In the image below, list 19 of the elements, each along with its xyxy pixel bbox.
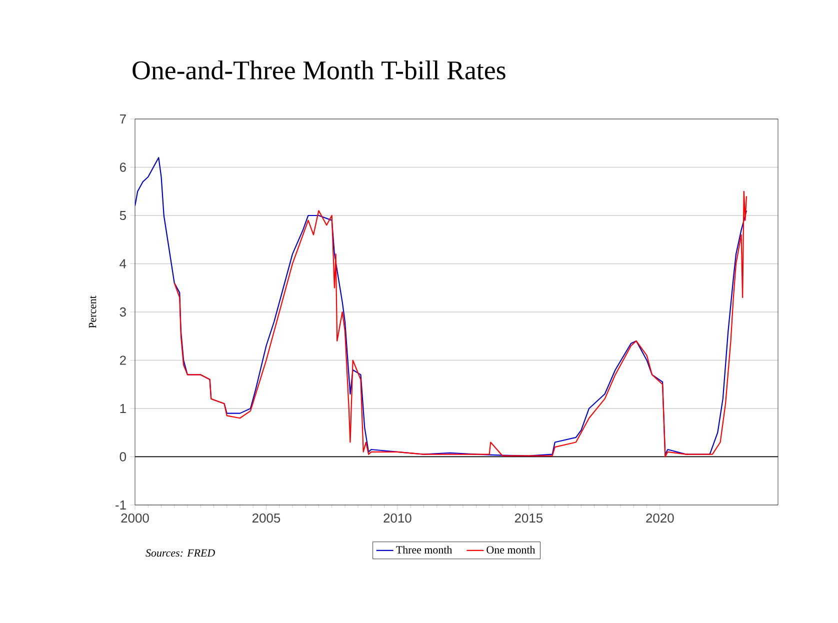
y-tick-label: 5 bbox=[120, 210, 126, 220]
legend-label: Three month bbox=[396, 546, 452, 554]
y-axis-title: Percent bbox=[88, 296, 96, 328]
x-tick-label: 2010 bbox=[384, 513, 412, 523]
legend-label: One month bbox=[486, 546, 536, 554]
y-tick-label: 7 bbox=[120, 114, 126, 124]
x-tick-label: 2000 bbox=[121, 513, 149, 523]
x-tick-label: 2015 bbox=[514, 513, 543, 523]
y-tick-label: 3 bbox=[120, 307, 126, 317]
y-tick-label: 4 bbox=[120, 259, 126, 268]
x-tick-label: 2020 bbox=[646, 513, 674, 523]
y-tick-label: 2 bbox=[120, 356, 126, 365]
y-tick-label: -1 bbox=[116, 500, 126, 510]
x-tick-label: 2005 bbox=[252, 513, 280, 523]
y-tick-label: 0 bbox=[120, 452, 126, 462]
text: Sources: FRED bbox=[146, 549, 215, 557]
chart-title: One-and-Three Month T-bill Rates bbox=[132, 60, 506, 80]
y-tick-label: 1 bbox=[120, 404, 126, 413]
y-tick-label: 6 bbox=[120, 162, 126, 172]
